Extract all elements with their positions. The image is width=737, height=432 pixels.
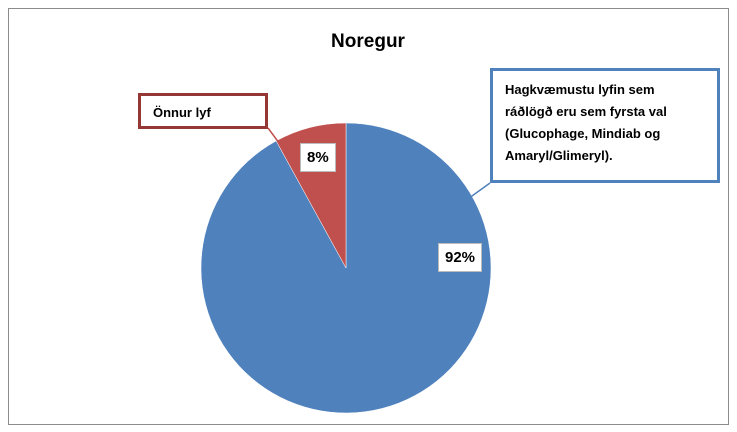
chart-title: Noregur — [331, 31, 406, 52]
data-label: 8% — [300, 143, 336, 172]
leader-line — [371, 182, 491, 269]
data-label: 92% — [438, 243, 483, 272]
category-label: Önnur lyf — [138, 93, 268, 129]
leader-line — [267, 127, 315, 191]
category-label: Hagkvæmustu lyfin sem ráðlögð eru sem fy… — [490, 68, 720, 183]
